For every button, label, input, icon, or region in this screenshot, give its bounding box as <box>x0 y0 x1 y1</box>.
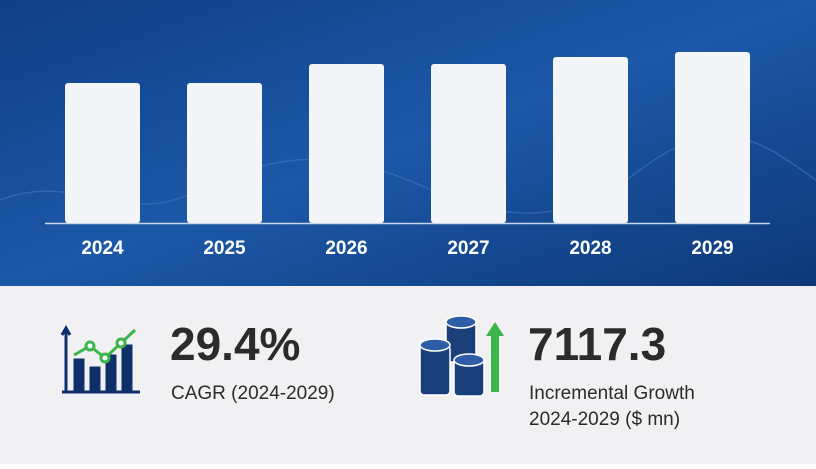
trend-icon <box>60 324 140 394</box>
cagr-value: 29.4% <box>170 318 300 370</box>
bar <box>675 52 750 223</box>
bar <box>553 57 628 223</box>
x-tick-label: 2027 <box>447 238 489 259</box>
x-tick-label: 2024 <box>81 238 124 259</box>
bar <box>65 83 140 223</box>
x-tick-label: 2026 <box>325 238 367 259</box>
x-tick-label: 2025 <box>203 238 246 259</box>
growth-sublabel: 2024-2029 ($ mn) <box>529 409 680 430</box>
growth-label: Incremental Growth <box>529 383 695 404</box>
coins-icon <box>419 315 504 397</box>
stats-background <box>0 286 816 464</box>
bar <box>309 64 384 223</box>
bar <box>431 64 506 223</box>
x-tick-label: 2028 <box>569 238 611 259</box>
x-tick-label: 2029 <box>691 238 733 259</box>
bar <box>187 83 262 223</box>
growth-value: 7117.3 <box>528 318 666 370</box>
cagr-label: CAGR (2024-2029) <box>171 383 335 404</box>
